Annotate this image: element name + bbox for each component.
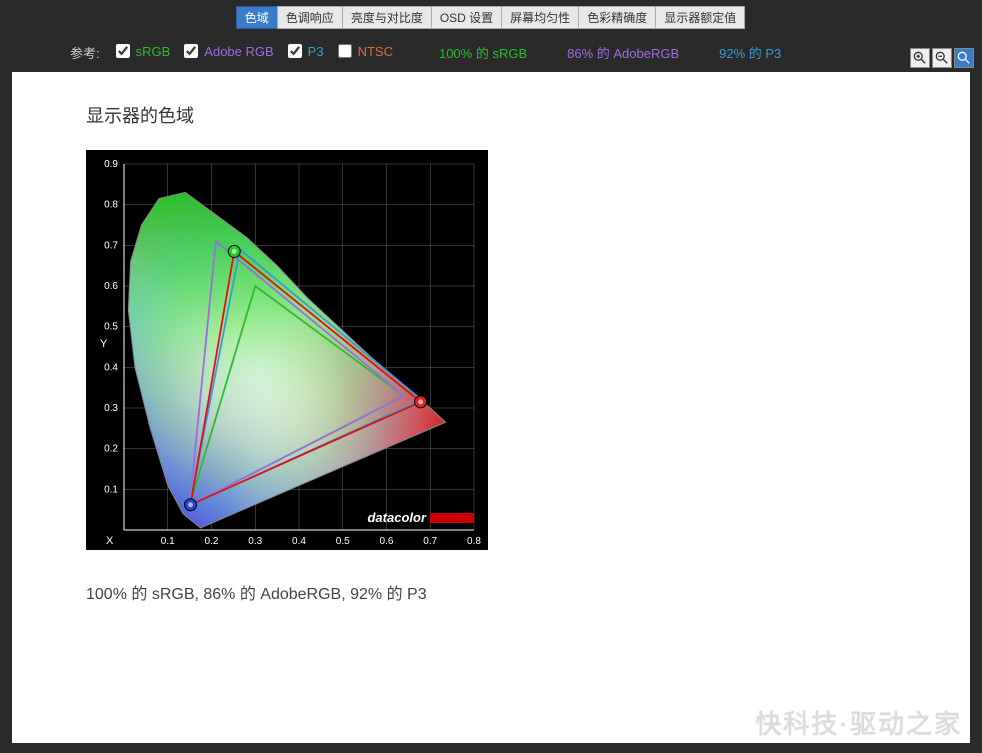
svg-text:0.6: 0.6	[104, 281, 118, 292]
content-panel: 显示器的色域 0.1 0.2 0.3 0.4 0.5 0.6 0.7 0.8 0.1 0.2 0.3…	[12, 72, 970, 743]
svg-text:0.8: 0.8	[104, 200, 118, 211]
ref-checkbox-p3[interactable]: P3	[288, 44, 324, 59]
checkbox-adobe[interactable]	[184, 44, 198, 58]
zoom-toolbar	[910, 48, 974, 68]
tab-bar: 色域色调响应亮度与对比度OSD 设置屏幕均匀性色彩精确度显示器额定值	[0, 0, 982, 29]
svg-text:0.5: 0.5	[336, 536, 350, 547]
ref-label-adobe: Adobe RGB	[204, 44, 273, 59]
svg-text:0.1: 0.1	[104, 484, 118, 495]
checkbox-p3[interactable]	[288, 44, 302, 58]
tab-亮度与对比度[interactable]: 亮度与对比度	[342, 6, 432, 29]
svg-text:0.2: 0.2	[205, 536, 219, 547]
ref-checkbox-ntsc[interactable]: NTSC	[338, 44, 393, 59]
svg-text:0.8: 0.8	[467, 536, 481, 547]
svg-text:0.6: 0.6	[380, 536, 394, 547]
tab-显示器额定值[interactable]: 显示器额定值	[655, 6, 745, 29]
svg-text:0.9: 0.9	[104, 159, 118, 170]
checkbox-ntsc[interactable]	[338, 44, 352, 58]
svg-text:X: X	[106, 535, 114, 547]
svg-text:0.7: 0.7	[423, 536, 437, 547]
svg-text:0.2: 0.2	[104, 444, 118, 455]
zoom-fit-icon[interactable]	[954, 48, 974, 68]
zoom-out-icon[interactable]	[932, 48, 952, 68]
svg-text:0.7: 0.7	[104, 240, 118, 251]
svg-text:0.3: 0.3	[248, 536, 262, 547]
stat-p3: 92% 的 P3	[719, 43, 781, 62]
svg-text:Y: Y	[100, 338, 108, 350]
checkbox-srgb[interactable]	[116, 44, 130, 58]
zoom-in-icon[interactable]	[910, 48, 930, 68]
ref-checkbox-adobe[interactable]: Adobe RGB	[184, 44, 273, 59]
reference-label: 参考:	[70, 43, 100, 62]
tab-色域[interactable]: 色域	[236, 6, 278, 29]
stat-srgb: 100% 的 sRGB	[439, 43, 527, 62]
svg-text:0.4: 0.4	[104, 362, 118, 373]
tab-屏幕均匀性[interactable]: 屏幕均匀性	[501, 6, 579, 29]
stat-adobe: 86% 的 AdobeRGB	[567, 43, 679, 62]
page-title: 显示器的色域	[86, 102, 970, 128]
svg-text:0.3: 0.3	[104, 403, 118, 414]
tab-OSD 设置[interactable]: OSD 设置	[431, 6, 502, 29]
tab-色彩精确度[interactable]: 色彩精确度	[578, 6, 656, 29]
reference-bar: 参考: sRGB Adobe RGB P3 NTSC 100% 的 sRGB 86% …	[0, 29, 982, 72]
tab-色调响应[interactable]: 色调响应	[277, 6, 343, 29]
ref-label-p3: P3	[308, 44, 324, 59]
ref-checkbox-srgb[interactable]: sRGB	[116, 44, 171, 59]
svg-text:0.1: 0.1	[161, 536, 175, 547]
svg-text:0.5: 0.5	[104, 322, 118, 333]
ref-label-ntsc: NTSC	[358, 44, 393, 59]
svg-text:datacolor: datacolor	[367, 510, 426, 525]
gamut-chart: 0.1 0.2 0.3 0.4 0.5 0.6 0.7 0.8 0.1 0.2 0.3 0.4 0.5 0…	[86, 150, 488, 550]
chart-caption: 100% 的 sRGB, 86% 的 AdobeRGB, 92% 的 P3	[86, 580, 970, 604]
svg-text:0.4: 0.4	[292, 536, 306, 547]
ref-label-srgb: sRGB	[136, 44, 171, 59]
